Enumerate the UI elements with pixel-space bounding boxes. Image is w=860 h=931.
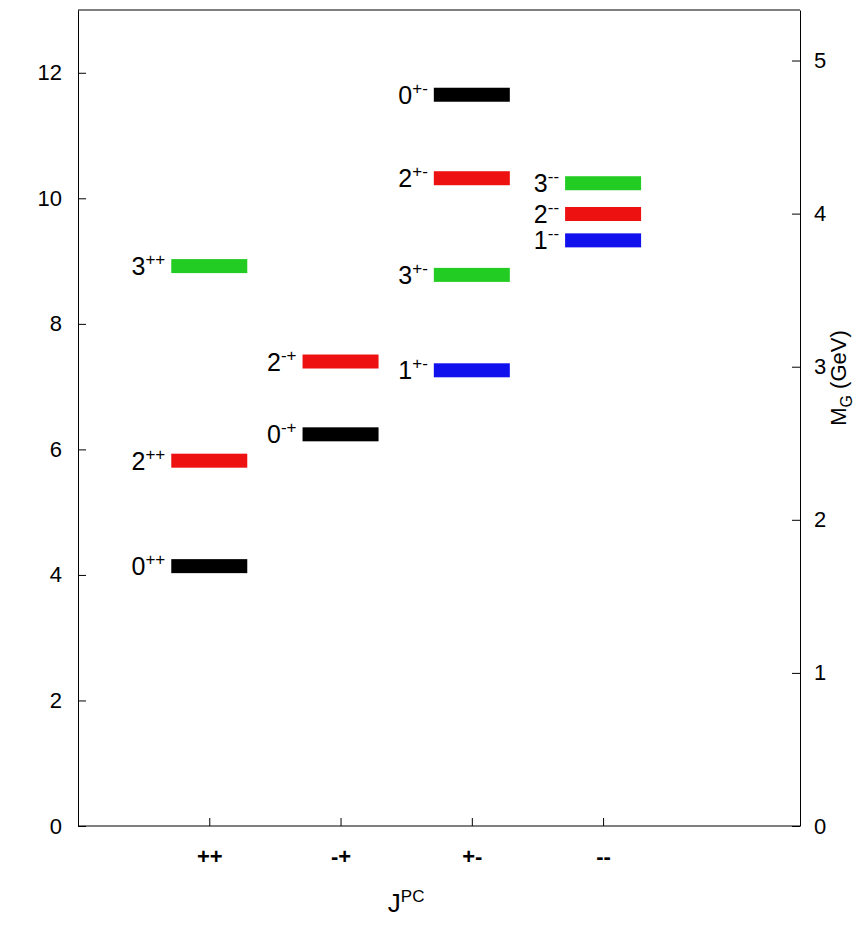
tick-label: 4 (814, 201, 826, 226)
tick-label: 8 (50, 311, 62, 336)
tick-label: 5 (814, 48, 826, 73)
tick-label: 0 (814, 814, 826, 839)
frame (78, 10, 800, 11)
tick: ++ (197, 818, 223, 869)
tick-mark (472, 818, 473, 826)
tick-label: 2 (814, 507, 826, 532)
level-label: 2++ (132, 445, 166, 475)
axis-title: MG (GeV) (826, 330, 855, 426)
level-label: 0+- (398, 79, 428, 109)
level-bar (303, 355, 379, 369)
tick-label: 2 (50, 688, 62, 713)
axis: 0 2 4 6 8 10 12 (38, 11, 86, 839)
tick: 1 (792, 660, 826, 685)
level-bar (434, 363, 510, 377)
level-label: 3-- (534, 167, 559, 197)
tick: +- (462, 818, 482, 869)
tick-mark (603, 818, 604, 826)
level-label: 1+- (398, 354, 428, 384)
level-label: 2-+ (267, 346, 297, 376)
tick: -+ (331, 818, 351, 869)
tick: 8 (50, 311, 86, 336)
levels (171, 88, 641, 573)
tick: 3 (792, 354, 826, 379)
tick-mark (78, 198, 86, 199)
tick-label: -+ (331, 844, 351, 869)
level-label: 3+- (398, 259, 428, 289)
level-labels: 0++ 2++ 3++ 0-+ 2-+ 1+- 3+- 2+- 0+- 1--2--3-- (132, 79, 560, 580)
tick-mark (78, 575, 86, 576)
tick-mark (792, 673, 800, 674)
level-bar (565, 233, 641, 247)
level-bar (171, 454, 247, 468)
tick-label: 3 (814, 354, 826, 379)
level-label: 3++ (132, 250, 166, 280)
axis: ++ -+ +- -- (78, 818, 800, 869)
tick-label: ++ (197, 844, 223, 869)
tick-label: +- (462, 844, 482, 869)
tick: 12 (38, 60, 86, 85)
tick-mark (78, 449, 86, 450)
tick-mark (792, 520, 800, 521)
tick: 10 (38, 186, 86, 211)
tick: 6 (50, 437, 86, 462)
level-bar (565, 176, 641, 190)
tick-mark (78, 324, 86, 325)
tick: 4 (50, 562, 86, 587)
level-bar (303, 427, 379, 441)
tick-mark (209, 818, 210, 826)
tick-label: 6 (50, 437, 62, 462)
level-bar (565, 207, 641, 221)
tick: 2 (792, 507, 826, 532)
tick-label: 1 (814, 660, 826, 685)
level-label: 2+- (398, 162, 428, 192)
tick-label: 12 (38, 60, 62, 85)
axis: 0 1 2 3 4 5 (792, 11, 826, 839)
tick-mark (341, 818, 342, 826)
axis-line (78, 826, 800, 827)
tick-label: 0 (50, 814, 62, 839)
tick-mark (792, 367, 800, 368)
tick: 2 (50, 688, 86, 713)
axis-line (78, 11, 79, 827)
level-label: 0-+ (267, 418, 297, 448)
level-bar (434, 171, 510, 185)
level-bar (434, 268, 510, 282)
axis-title: JPC (388, 887, 425, 918)
axis-line (800, 11, 801, 827)
level-label: 0++ (132, 550, 166, 580)
tick-mark (78, 73, 86, 74)
tick: 4 (792, 201, 826, 226)
level-bar (434, 88, 510, 102)
level-label: 2-- (534, 198, 559, 228)
tick: -- (596, 818, 611, 869)
tick-mark (792, 214, 800, 215)
chart: 024681012012345++-++---0++2++3++0-+2-+1+… (0, 0, 860, 931)
tick-label: -- (596, 844, 611, 869)
tick-mark (78, 700, 86, 701)
level-label: 1-- (534, 224, 559, 254)
level-bar (171, 559, 247, 573)
level-bar (171, 259, 247, 273)
tick-label: 4 (50, 562, 62, 587)
tick-label: 10 (38, 186, 62, 211)
tick: 5 (792, 48, 826, 73)
tick-mark (792, 61, 800, 62)
